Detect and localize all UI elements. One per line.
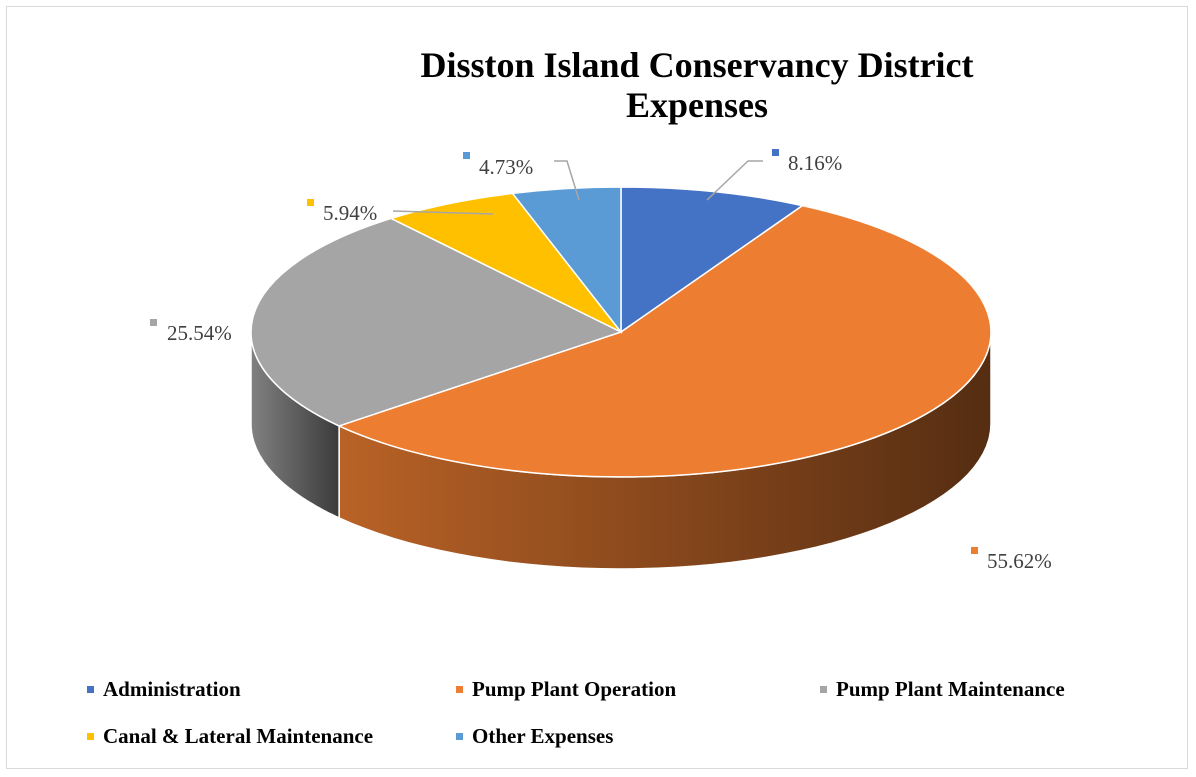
legend-swatch-administration bbox=[87, 686, 94, 693]
data-labels: 8.16% 55.62% 25.54% 5.94% 4.73% bbox=[150, 149, 1052, 573]
legend-item-pump-plant-operation: Pump Plant Operation bbox=[456, 677, 676, 701]
leader-line-canal-lateral-maintenance bbox=[392, 210, 494, 215]
legend-item-other-expenses: Other Expenses bbox=[456, 724, 613, 748]
leader-lines bbox=[392, 160, 763, 215]
chart-title-line-2: Expenses bbox=[626, 85, 768, 125]
legend-item-administration: Administration bbox=[87, 677, 241, 701]
data-label-pump-plant-operation: 55.62% bbox=[987, 549, 1052, 573]
legend-label-pump-plant-maintenance: Pump Plant Maintenance bbox=[836, 677, 1065, 701]
data-label-marker-administration bbox=[772, 149, 779, 156]
data-label-marker-other-expenses bbox=[463, 152, 470, 159]
legend-swatch-pump-plant-maintenance bbox=[820, 686, 827, 693]
data-label-marker-pump-plant-maintenance bbox=[150, 319, 157, 326]
leader-line-other-expenses bbox=[554, 160, 580, 201]
leader-line-administration bbox=[706, 160, 763, 201]
data-label-canal-lateral-maintenance: 5.94% bbox=[323, 201, 377, 225]
data-label-pump-plant-maintenance: 25.54% bbox=[167, 321, 232, 345]
chart-title: Disston Island Conservancy District Expe… bbox=[420, 45, 973, 125]
legend-label-pump-plant-operation: Pump Plant Operation bbox=[472, 677, 676, 701]
chart-title-line-1: Disston Island Conservancy District bbox=[420, 45, 973, 85]
data-label-administration: 8.16% bbox=[788, 151, 842, 175]
legend-label-administration: Administration bbox=[103, 677, 241, 701]
legend-swatch-other-expenses bbox=[456, 733, 463, 740]
pie-tops bbox=[250, 186, 992, 478]
pie-slice-canal-lateral-maintenance bbox=[389, 192, 622, 333]
pie-slice-other-expenses bbox=[511, 186, 622, 335]
data-label-other-expenses: 4.73% bbox=[479, 155, 533, 179]
pie-slice-pump-plant-operation bbox=[337, 204, 992, 478]
legend-item-canal-lateral-maintenance: Canal & Lateral Maintenance bbox=[87, 724, 373, 748]
legend-swatch-pump-plant-operation bbox=[456, 686, 463, 693]
data-label-marker-canal-lateral-maintenance bbox=[307, 199, 314, 206]
pie-slice-pump-plant-maintenance bbox=[250, 217, 623, 427]
legend: Administration Pump Plant Operation Pump P… bbox=[87, 677, 1065, 748]
legend-label-canal-lateral-maintenance: Canal & Lateral Maintenance bbox=[103, 724, 373, 748]
data-label-marker-pump-plant-operation bbox=[971, 547, 978, 554]
pie-chart: Disston Island Conservancy District Expe… bbox=[87, 45, 1065, 748]
legend-label-other-expenses: Other Expenses bbox=[472, 724, 613, 748]
chart-frame: Disston Island Conservancy District Expe… bbox=[6, 6, 1188, 769]
legend-swatch-canal-lateral-maintenance bbox=[87, 733, 94, 740]
legend-item-pump-plant-maintenance: Pump Plant Maintenance bbox=[820, 677, 1065, 701]
